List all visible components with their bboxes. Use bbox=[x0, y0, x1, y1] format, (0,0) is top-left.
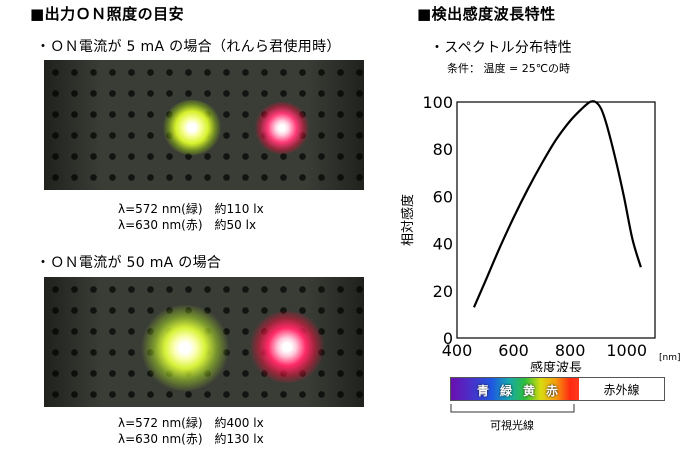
y-tick-label: 80 bbox=[433, 140, 453, 159]
visible-spectrum-gradient: 青 緑 黄 赤 bbox=[451, 378, 579, 400]
y-tick-label: 60 bbox=[433, 187, 453, 206]
section2-caption-red: λ=630 nm(赤) 約130 lx bbox=[118, 432, 264, 446]
x-axis-label: 感度波長 bbox=[530, 360, 582, 372]
spectrum-label-red: 赤 bbox=[546, 384, 559, 398]
sensitivity-curve bbox=[472, 100, 642, 308]
section2-caption-green: λ=572 nm(緑) 約400 lx bbox=[118, 416, 264, 430]
photo-board-5ma bbox=[44, 60, 364, 190]
section1-title: ・ＯＮ電流が 5 mA の場合（れんら君使用時） bbox=[36, 39, 341, 55]
y-tick-label: 20 bbox=[433, 282, 453, 301]
green-led-glow bbox=[162, 100, 222, 155]
section1-caption-green: λ=572 nm(緑) 約110 lx bbox=[118, 202, 264, 216]
spectrum-label-green: 緑 bbox=[500, 384, 513, 398]
infrared-label: 赤外線 bbox=[603, 382, 640, 397]
red-led-glow bbox=[254, 102, 310, 154]
section2-title: ・ＯＮ電流が 50 mA の場合 bbox=[36, 255, 222, 271]
left-heading: ■出力ＯＮ照度の目安 bbox=[30, 5, 185, 23]
photo-board-50ma bbox=[44, 277, 364, 407]
x-tick-label: 800 bbox=[555, 341, 586, 360]
spectrum-bar: 青 緑 黄 赤 赤外線 bbox=[450, 377, 665, 401]
y-tick-label: 100 bbox=[422, 93, 453, 112]
spectrum-subheading: ・スペクトル分布特性 bbox=[430, 40, 573, 56]
section1-caption-red: λ=630 nm(赤) 約50 lx bbox=[118, 218, 257, 232]
spectrum-label-yellow: 黄 bbox=[523, 384, 536, 398]
spectral-sensitivity-chart: 0 20 40 60 80 100 400 600 800 1000 相対感度 感度波長 [nm… bbox=[400, 93, 681, 372]
y-tick-label: 0 bbox=[443, 329, 453, 348]
red-led-glow bbox=[249, 311, 325, 383]
x-tick-label: 400 bbox=[442, 341, 473, 360]
y-axis-label: 相対感度 bbox=[400, 194, 416, 246]
right-heading: ■検出感度波長特性 bbox=[417, 5, 556, 23]
y-tick-label: 40 bbox=[433, 235, 453, 254]
spectrum-label-blue: 青 bbox=[477, 384, 490, 398]
x-tick-label: 600 bbox=[498, 341, 529, 360]
visible-light-label: 可視光線 bbox=[490, 419, 534, 432]
condition-text: 条件： 温度 = 25℃の時 bbox=[447, 62, 571, 75]
x-axis-unit: [nm] bbox=[659, 353, 681, 363]
visible-range-bracket bbox=[450, 404, 575, 413]
green-led-glow bbox=[139, 305, 231, 391]
x-tick-label: 1000 bbox=[606, 341, 647, 360]
plot-frame bbox=[456, 101, 656, 339]
